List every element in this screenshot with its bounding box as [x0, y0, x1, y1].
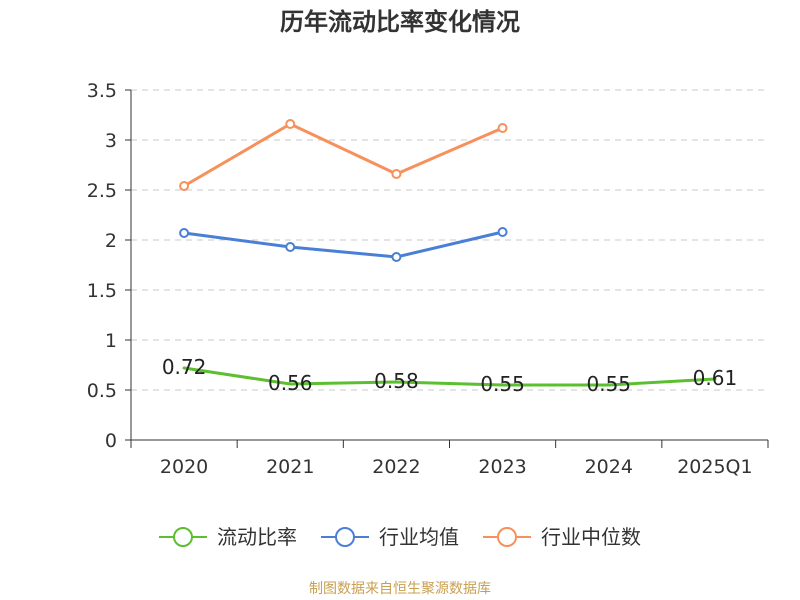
legend-marker-icon — [173, 527, 193, 547]
y-tick-label: 1.5 — [87, 280, 117, 302]
legend-marker-icon — [497, 527, 517, 547]
series-line-2 — [182, 122, 505, 188]
y-tick-label: 2 — [105, 230, 117, 252]
y-tick-label: 2.5 — [87, 180, 117, 202]
y-tick-label: 3.5 — [87, 80, 117, 102]
data-label: 0.58 — [374, 369, 419, 393]
data-point-marker — [285, 242, 296, 252]
x-tick-label: 2025Q1 — [677, 456, 752, 478]
data-point-marker — [179, 228, 190, 238]
x-tick-label: 2021 — [266, 456, 314, 478]
data-label: 0.72 — [162, 355, 207, 379]
x-tick-label: 2023 — [478, 456, 526, 478]
legend-item-label[interactable]: 行业中位数 — [541, 525, 641, 549]
data-label: 0.56 — [268, 371, 313, 395]
chart-title: 历年流动比率变化情况 — [280, 8, 520, 36]
data-source-note: 制图数据来自恒生聚源数据库 — [309, 581, 491, 597]
x-tick-label: 2020 — [160, 456, 208, 478]
legend-marker-icon — [335, 527, 355, 547]
data-point-marker — [497, 123, 508, 133]
legend-item-label[interactable]: 行业均值 — [379, 525, 459, 549]
x-tick-label: 2022 — [372, 456, 420, 478]
data-label: 0.61 — [693, 366, 738, 390]
legend-item-label[interactable]: 流动比率 — [217, 525, 297, 549]
series-line-0 — [182, 366, 717, 387]
x-tick-label: 2024 — [585, 456, 633, 478]
data-point-marker — [179, 181, 190, 191]
data-point-marker — [285, 119, 296, 129]
data-point-marker — [391, 252, 402, 262]
data-label: 0.55 — [480, 372, 525, 396]
y-tick-label: 0 — [105, 430, 117, 452]
series-line-1 — [182, 230, 505, 259]
y-tick-label: 3 — [105, 130, 117, 152]
data-label: 0.55 — [586, 372, 631, 396]
y-tick-label: 1 — [105, 330, 117, 352]
data-point-marker — [497, 227, 508, 237]
y-tick-label: 0.5 — [87, 380, 117, 402]
data-point-marker — [391, 169, 402, 179]
